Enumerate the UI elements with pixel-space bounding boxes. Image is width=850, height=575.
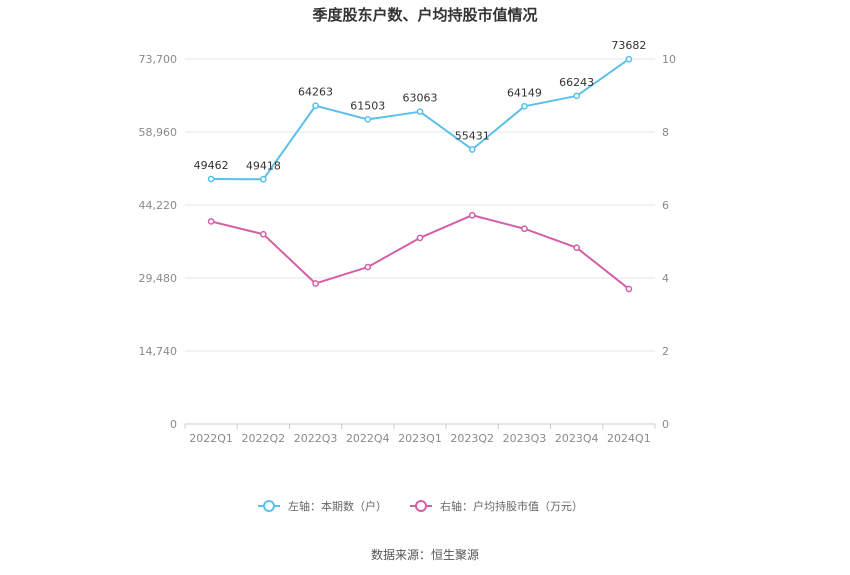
data-point: [521, 225, 528, 233]
x-tick-label: 2023Q1: [398, 432, 442, 445]
x-tick-label: 2022Q3: [294, 432, 338, 445]
x-tick-label: 2022Q2: [242, 432, 286, 445]
data-label: 55431: [455, 129, 490, 142]
right-tick-label: 10: [662, 53, 676, 66]
right-tick-label: 0: [662, 418, 669, 431]
series-group: 49462 49418 64263 61503 63063 55431 64149 66243…: [194, 39, 646, 293]
legend[interactable]: 左轴：本期数（户） 右轴：户均持股市值（万元）: [258, 499, 583, 513]
left-tick-label: 73,700: [139, 53, 178, 66]
legend-swatch-marker: [415, 500, 427, 512]
x-tick-label: 2023Q2: [450, 432, 494, 445]
left-tick-label: 44,220: [139, 199, 178, 212]
legend-swatch-marker: [263, 500, 275, 512]
data-label: 64149: [507, 86, 542, 99]
chart-title: 季度股东户数、户均持股市值情况: [312, 6, 537, 24]
data-point: [416, 234, 424, 242]
data-label: 64263: [298, 86, 333, 99]
right-tick-label: 4: [662, 272, 669, 285]
data-source: 数据来源：恒生聚源: [371, 547, 479, 562]
data-point: [364, 116, 372, 123]
right-tick-label: 8: [662, 126, 669, 139]
data-point: [416, 108, 424, 116]
left-tick-label: 0: [170, 418, 177, 431]
data-label: 49418: [246, 159, 281, 172]
data-point: [573, 244, 581, 252]
data-label: 61503: [350, 99, 385, 112]
left-tick-label: 14,740: [139, 345, 178, 358]
data-point: [468, 146, 476, 153]
data-point: [259, 230, 267, 238]
data-label: 49462: [194, 159, 229, 172]
data-point: [573, 92, 581, 100]
gridlines: [185, 58, 655, 425]
right-tick-label: 2: [662, 345, 669, 358]
data-point: [259, 175, 267, 183]
data-point: [312, 102, 319, 110]
data-label: 66243: [559, 76, 594, 89]
data-point: [468, 211, 476, 219]
data-point: [364, 263, 372, 271]
legend-label: 左轴：本期数（户）: [288, 499, 387, 513]
data-point: [207, 175, 215, 183]
legend-label: 右轴：户均持股市值（万元）: [440, 499, 583, 513]
left-tick-label: 29,480: [139, 272, 178, 285]
x-tick-label: 2023Q3: [503, 432, 547, 445]
x-axis: 2022Q1 2022Q2 2022Q3 2022Q4 2023Q1 2023Q2 2023…: [184, 424, 656, 445]
data-point: [312, 280, 319, 287]
x-tick-label: 2022Q4: [346, 432, 390, 445]
x-tick-label: 2023Q4: [555, 432, 599, 445]
data-point: [625, 285, 633, 293]
left-axis: 0 14,740 29,480 44,220 58,960 73,700: [139, 53, 178, 431]
data-label: 73682: [611, 39, 646, 52]
x-tick-label: 2024Q1: [607, 432, 651, 445]
x-tick-label: 2022Q1: [189, 432, 233, 445]
right-tick-label: 6: [662, 199, 669, 212]
data-point: [625, 55, 633, 63]
data-point: [521, 102, 528, 110]
data-label: 63063: [403, 92, 438, 105]
right-axis: 0 2 4 6 8 10: [662, 53, 676, 431]
data-point: [207, 218, 215, 225]
left-tick-label: 58,960: [139, 126, 178, 139]
